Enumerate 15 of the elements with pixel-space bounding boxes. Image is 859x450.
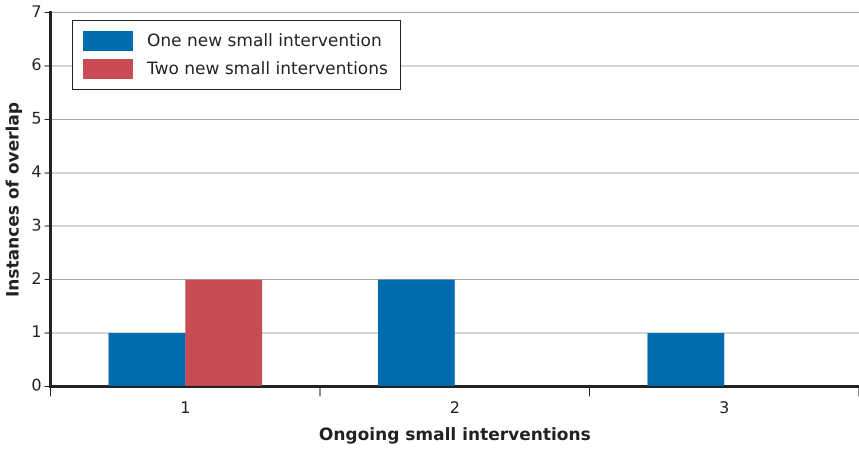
y-tick-label: 4 (31, 162, 42, 181)
x-axis-title: Ongoing small interventions (318, 425, 591, 446)
y-tick-label: 3 (31, 215, 42, 234)
y-axis-title: Instances of overlap (4, 102, 24, 298)
x-tick-label: 3 (719, 398, 730, 418)
y-tick-label: 2 (31, 268, 42, 288)
y-tick-label: 7 (31, 2, 42, 21)
x-tick-label: 2 (450, 398, 460, 418)
y-tick-label: 6 (31, 55, 42, 74)
legend-label: One new small intervention (147, 31, 382, 51)
legend-label: Two new small interventions (147, 59, 388, 79)
x-tick-label: 1 (180, 398, 190, 418)
y-tick-label: 1 (31, 322, 42, 342)
y-tick-label: 0 (31, 376, 42, 395)
y-tick-label: 5 (31, 108, 42, 128)
